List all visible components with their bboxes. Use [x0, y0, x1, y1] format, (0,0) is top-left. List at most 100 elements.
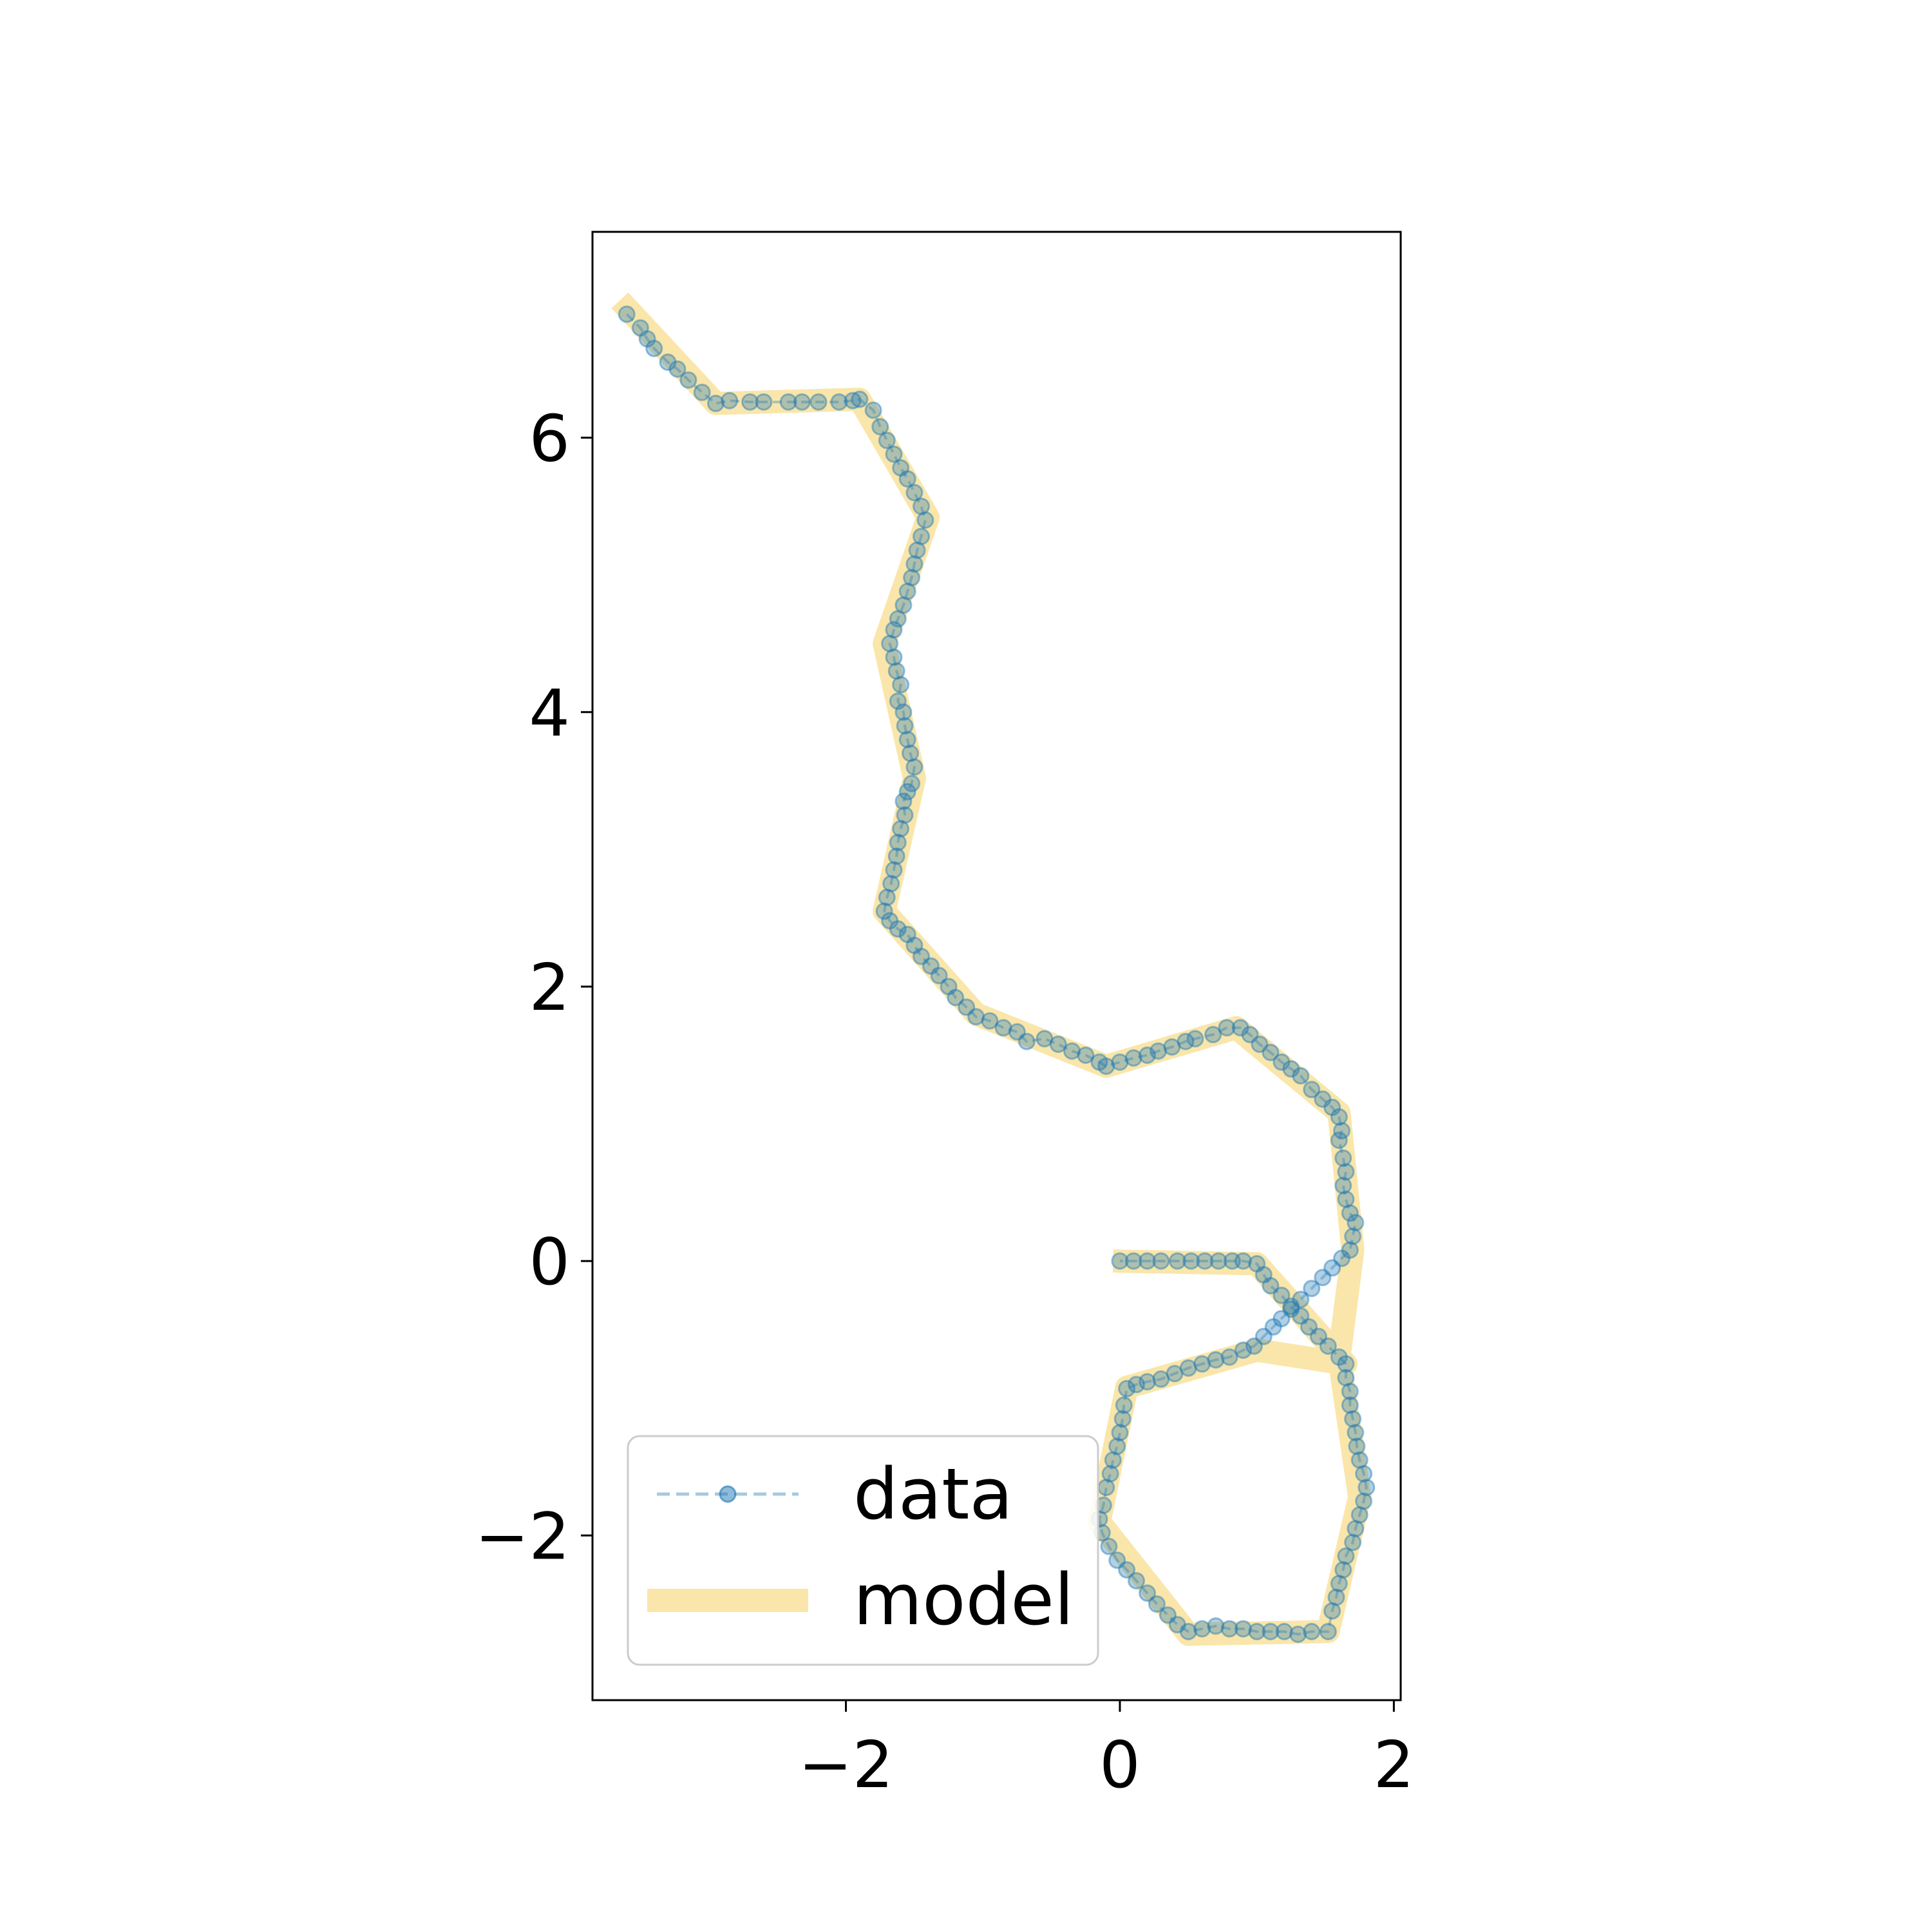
data-point-127 — [1115, 1396, 1133, 1414]
data-point-83 — [1186, 1030, 1204, 1048]
x-tick-label-1: 0 — [1099, 1727, 1141, 1803]
data-point-66 — [967, 1008, 985, 1026]
axes-frame — [591, 231, 1402, 1701]
y-tick-label-1: 0 — [529, 1224, 570, 1300]
data-point-126 — [1118, 1379, 1136, 1397]
data-point-28 — [908, 541, 926, 559]
data-point-144 — [1168, 1616, 1186, 1634]
data-point-192 — [1139, 1252, 1156, 1270]
data-point-36 — [885, 649, 903, 667]
data-point-95 — [1323, 1099, 1341, 1116]
data-point-67 — [981, 1012, 999, 1030]
data-point-79 — [1139, 1046, 1156, 1064]
data-point-120 — [1193, 1355, 1211, 1373]
data-point-153 — [1289, 1625, 1307, 1643]
data-point-78 — [1124, 1049, 1142, 1067]
data-point-129 — [1111, 1424, 1129, 1441]
data-point-49 — [892, 820, 910, 838]
data-point-170 — [1344, 1410, 1362, 1428]
data-point-60 — [913, 947, 930, 965]
data-point-193 — [1124, 1252, 1142, 1270]
data-point-187 — [1209, 1252, 1227, 1270]
data-point-63 — [940, 978, 958, 996]
data-point-37 — [887, 662, 905, 680]
data-point-164 — [1355, 1492, 1373, 1510]
data-point-114 — [1264, 1318, 1282, 1336]
data-point-107 — [1333, 1249, 1350, 1267]
data-point-9 — [721, 392, 739, 410]
data-point-168 — [1348, 1437, 1366, 1455]
data-point-159 — [1334, 1561, 1352, 1579]
data-point-23 — [898, 470, 916, 488]
data-point-106 — [1341, 1241, 1359, 1259]
data-point-131 — [1104, 1451, 1122, 1469]
data-point-6 — [679, 371, 697, 389]
data-point-115 — [1255, 1327, 1273, 1345]
data-point-75 — [1090, 1053, 1108, 1071]
y-tick-label-0: −2 — [475, 1499, 570, 1574]
data-point-27 — [913, 527, 930, 545]
data-point-76 — [1097, 1057, 1115, 1075]
data-point-39 — [889, 692, 907, 710]
data-point-94 — [1314, 1090, 1332, 1108]
data-point-178 — [1300, 1318, 1318, 1336]
data-point-108 — [1323, 1259, 1341, 1277]
data-point-149 — [1234, 1620, 1252, 1638]
data-point-151 — [1262, 1623, 1280, 1640]
data-point-52 — [885, 861, 903, 879]
data-point-162 — [1347, 1520, 1365, 1538]
data-point-190 — [1168, 1252, 1186, 1270]
data-point-41 — [896, 717, 914, 735]
data-point-103 — [1341, 1204, 1359, 1222]
data-point-15 — [830, 393, 848, 411]
data-point-93 — [1303, 1081, 1321, 1099]
data-point-0 — [618, 305, 636, 323]
data-point-156 — [1323, 1602, 1341, 1620]
data-point-147 — [1207, 1617, 1225, 1635]
data-point-45 — [903, 775, 921, 793]
data-point-73 — [1063, 1042, 1081, 1060]
data-point-88 — [1251, 1036, 1269, 1053]
data-point-183 — [1255, 1265, 1273, 1283]
data-point-7 — [693, 383, 711, 401]
data-point-19 — [871, 418, 889, 436]
data-point-138 — [1108, 1551, 1126, 1569]
data-point-160 — [1337, 1547, 1355, 1565]
data-point-174 — [1337, 1355, 1355, 1373]
x-tick-label-0: −2 — [799, 1727, 893, 1803]
data-point-56 — [881, 912, 899, 930]
data-point-171 — [1341, 1396, 1359, 1414]
data-point-48 — [896, 806, 914, 824]
data-point-150 — [1248, 1623, 1266, 1640]
data-point-143 — [1159, 1606, 1177, 1624]
data-point-8 — [706, 394, 724, 412]
data-point-158 — [1330, 1575, 1348, 1593]
data-point-74 — [1077, 1046, 1095, 1064]
data-point-86 — [1231, 1019, 1249, 1037]
data-point-113 — [1273, 1310, 1291, 1328]
data-point-1 — [631, 319, 649, 337]
data-point-42 — [898, 730, 916, 748]
data-point-169 — [1347, 1424, 1365, 1441]
data-point-98 — [1330, 1132, 1348, 1150]
data-point-117 — [1234, 1341, 1252, 1359]
y-tick-label-4: 6 — [529, 401, 570, 477]
data-point-64 — [947, 989, 965, 1007]
data-point-91 — [1282, 1060, 1300, 1078]
data-point-26 — [916, 511, 934, 529]
data-point-69 — [1008, 1023, 1026, 1041]
data-point-87 — [1241, 1026, 1259, 1043]
data-point-96 — [1330, 1108, 1348, 1126]
data-point-80 — [1150, 1042, 1167, 1060]
data-point-53 — [882, 875, 900, 893]
data-point-152 — [1275, 1623, 1293, 1640]
legend: data model — [627, 1435, 1099, 1666]
data-point-62 — [930, 967, 948, 985]
data-point-105 — [1344, 1227, 1362, 1245]
data-point-104 — [1347, 1214, 1365, 1231]
data-point-14 — [810, 393, 828, 411]
data-point-100 — [1337, 1163, 1355, 1181]
data-point-55 — [875, 902, 893, 920]
legend-data-marker — [719, 1485, 737, 1503]
data-point-111 — [1292, 1291, 1310, 1309]
